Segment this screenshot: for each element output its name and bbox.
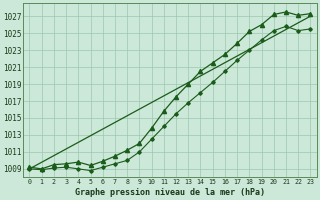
X-axis label: Graphe pression niveau de la mer (hPa): Graphe pression niveau de la mer (hPa) (75, 188, 265, 197)
